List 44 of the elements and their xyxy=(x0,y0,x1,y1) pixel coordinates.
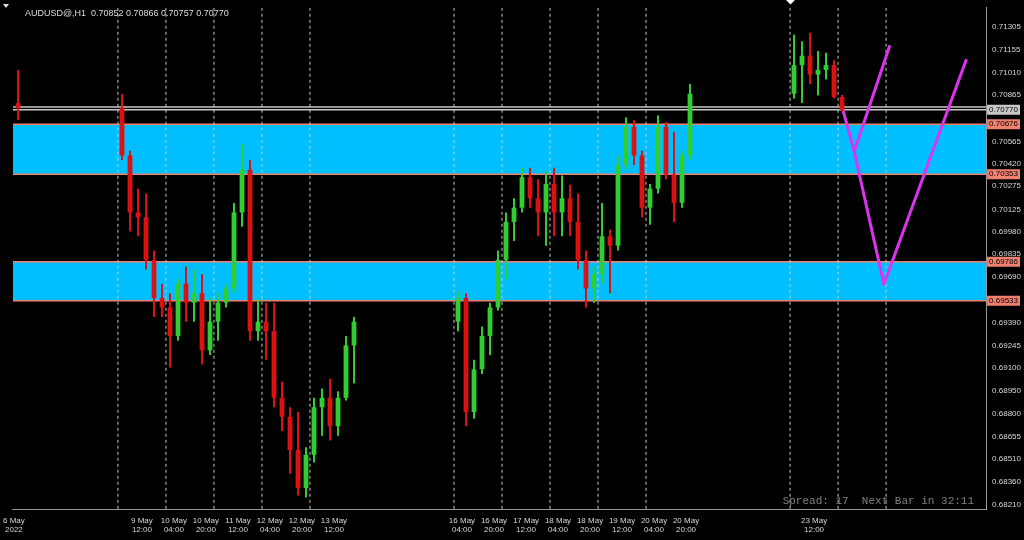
y-tick-label: 0.71010 xyxy=(992,67,1022,77)
x-tick-label: 9 May 12:00 xyxy=(131,515,153,535)
x-tick-label: 11 May 12:00 xyxy=(225,515,251,535)
ref-line-label: 0.69786 xyxy=(989,256,1019,266)
y-tick-label: 0.69245 xyxy=(992,340,1022,350)
y-tick-label: 0.68510 xyxy=(992,454,1022,464)
y-tick-label: 0.69390 xyxy=(992,318,1022,328)
y-tick-label: 0.68655 xyxy=(992,431,1022,441)
ref-line-label: 0.69533 xyxy=(989,296,1019,306)
y-tick-label: 0.70125 xyxy=(992,204,1022,214)
x-tick-label: 10 May 20:00 xyxy=(192,515,220,535)
annotation: Spread: 17 Next Bar in 32:11 xyxy=(782,494,975,507)
y-tick-label: 0.71155 xyxy=(992,45,1021,55)
x-tick-label: 16 May 04:00 xyxy=(448,515,476,535)
x-tick-label: 10 May 04:00 xyxy=(160,515,188,535)
ref-line-label: 0.70676 xyxy=(989,119,1019,129)
ref-line-label: 0.70353 xyxy=(989,169,1019,179)
x-tick-label: 23 May 12:00 xyxy=(800,515,828,535)
ref-line-label: 0.70770 xyxy=(989,104,1019,114)
y-tick-label: 0.69690 xyxy=(992,271,1022,281)
y-tick-label: 0.70565 xyxy=(992,136,1022,146)
y-tick-label: 0.68800 xyxy=(992,409,1022,419)
chart-title: AUDUSD@,H1 0.70852 0.70866 0.70757 0.70770 xyxy=(24,8,229,19)
y-tick-label: 0.68950 xyxy=(992,386,1022,396)
x-tick-label: 12 May 04:00 xyxy=(256,515,284,535)
y-tick-label: 0.68210 xyxy=(992,500,1022,510)
y-tick-label: 0.70275 xyxy=(992,181,1022,191)
x-tick-label: 20 May 04:00 xyxy=(640,515,668,535)
x-tick-label: 16 May 20:00 xyxy=(480,515,508,535)
y-tick-label: 0.70865 xyxy=(992,90,1022,100)
x-tick-label: 20 May 20:00 xyxy=(672,515,700,535)
y-tick-label: 0.71305 xyxy=(992,22,1022,32)
x-tick-label: 12 May 20:00 xyxy=(288,515,316,535)
y-tick-label: 0.70420 xyxy=(992,159,1022,169)
x-tick-label: 17 May 12:00 xyxy=(512,515,540,535)
x-tick-label: 18 May 04:00 xyxy=(544,515,572,535)
x-tick-label: 18 May 20:00 xyxy=(576,515,604,535)
y-tick-label: 0.68360 xyxy=(992,477,1022,487)
x-tick-label: 13 May 12:00 xyxy=(320,515,348,535)
x-tick-label: 6 May 2022 xyxy=(3,515,25,535)
y-tick-label: 0.69835 xyxy=(992,249,1022,259)
y-tick-label: 0.69980 xyxy=(992,226,1022,236)
x-tick-label: 19 May 12:00 xyxy=(608,515,636,535)
y-tick-label: 0.69100 xyxy=(992,362,1022,372)
